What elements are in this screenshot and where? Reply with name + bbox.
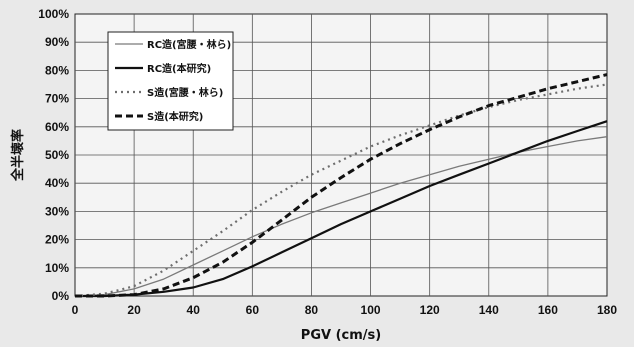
x-tick-label: 0: [72, 303, 79, 317]
x-tick-label: 40: [187, 303, 201, 317]
y-tick-label: 70%: [45, 92, 69, 106]
series-lines: [74, 73, 608, 298]
y-tick-label: 10%: [45, 261, 69, 275]
series-line-s-this-study: [75, 73, 608, 298]
y-axis-title: 全半壊率: [10, 129, 26, 182]
y-tick-label: 40%: [45, 176, 69, 190]
legend: RC造(宮腰・林ら) RC造(本研究) S造(宮腰・林ら) S造(本研究): [107, 31, 234, 131]
x-tick-label: 120: [420, 303, 440, 317]
x-tick-label: 180: [597, 303, 617, 317]
legend-label-s-miyakoshi: S造(宮腰・林ら): [147, 86, 223, 99]
y-tick-label: 80%: [45, 63, 69, 77]
y-tick-label: 20%: [45, 233, 69, 247]
x-axis-title: PGV (cm/s): [301, 328, 381, 343]
legend-label-rc-miyakoshi: RC造(宮腰・林ら): [147, 38, 231, 51]
y-tick-label: 90%: [45, 35, 69, 49]
x-tick-label: 100: [361, 303, 381, 317]
y-tick-label: 60%: [45, 120, 69, 134]
x-axis-ticks: 0 20 40 60 80 100 120 140 160 180: [72, 303, 618, 317]
y-tick-label: 100%: [38, 7, 69, 21]
x-tick-label: 80: [305, 303, 319, 317]
y-tick-label: 50%: [45, 148, 69, 162]
legend-label-rc-this-study: RC造(本研究): [147, 62, 211, 75]
series-line-rc-this-study: [75, 120, 608, 298]
y-tick-label: 30%: [45, 204, 69, 218]
legend-label-s-this-study: S造(本研究): [147, 110, 203, 123]
legend-box: [107, 31, 234, 131]
x-tick-label: 20: [127, 303, 141, 317]
y-axis-ticks: 0% 10% 20% 30% 40% 50% 60% 70% 80% 90% 100%: [38, 7, 69, 303]
x-tick-label: 60: [246, 303, 260, 317]
x-tick-label: 160: [538, 303, 558, 317]
y-tick-label: 0%: [52, 289, 70, 303]
x-tick-label: 140: [479, 303, 499, 317]
